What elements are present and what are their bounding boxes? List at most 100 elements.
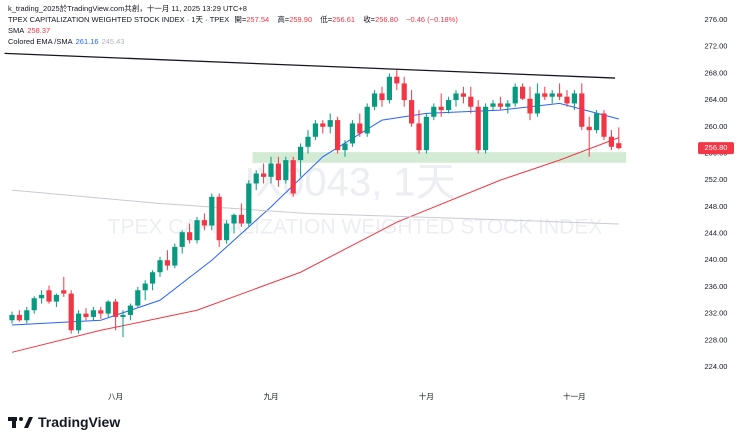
indicator-value: 245.43 <box>101 37 125 46</box>
candle-body <box>386 76 392 101</box>
ohlc-open: 開=257.54 <box>234 15 272 24</box>
candle-body <box>283 160 289 181</box>
candle-body <box>497 103 503 107</box>
trendline <box>4 52 616 79</box>
candle-body <box>446 100 452 111</box>
symbol-row: TPEX CAPITALIZATION WEIGHTED STOCK INDEX… <box>8 14 461 25</box>
candle-body <box>194 220 200 241</box>
candle-body <box>586 126 592 131</box>
candle-body <box>423 116 429 151</box>
candle-body <box>9 314 15 321</box>
candle-body <box>616 143 622 149</box>
candle-body <box>364 106 370 134</box>
brand-name: TradingView <box>38 414 121 430</box>
label: 收= <box>363 15 376 24</box>
watermark-sub: TPEX CAPITALIZATION WEIGHTED STOCK INDEX <box>108 216 603 239</box>
candle-body <box>520 86 526 99</box>
y-tick-label: 236.00 <box>705 282 728 291</box>
candle-body <box>305 136 311 147</box>
value: 256.80 <box>375 15 399 24</box>
candle-body <box>460 93 466 97</box>
candle-body <box>68 293 74 331</box>
candle-body <box>290 160 296 194</box>
candle-body <box>187 232 193 241</box>
candle-body <box>150 272 156 284</box>
credit: k_trading_2025於TradingView.com共創，十一月 11,… <box>8 4 247 13</box>
candle-body <box>120 314 126 317</box>
candle-body <box>431 106 437 117</box>
x-tick-label: 十月 <box>419 391 434 401</box>
candle-body <box>608 136 614 147</box>
candle-body <box>24 310 30 321</box>
credit-row: k_trading_2025於TradingView.com共創，十一月 11,… <box>8 3 461 14</box>
label: 高= <box>277 15 290 24</box>
candle-body <box>564 96 570 104</box>
label: 開= <box>234 15 247 24</box>
y-tick-label: 260.00 <box>705 122 728 131</box>
candle-body <box>401 83 407 101</box>
candle-body <box>327 120 333 127</box>
candle-body <box>46 290 52 302</box>
indicator-value: 258.37 <box>27 26 51 35</box>
candle-body <box>113 301 119 317</box>
candle-body <box>83 313 89 317</box>
candle-body <box>453 93 459 101</box>
candle-body <box>164 260 170 266</box>
brand-logo <box>8 417 33 428</box>
candle-body <box>157 260 163 273</box>
y-tick-label: 232.00 <box>705 309 728 318</box>
candle-body <box>527 98 533 114</box>
support-zone <box>252 152 627 163</box>
y-tick-label: 224.00 <box>705 362 728 371</box>
x-tick-label: 八月 <box>108 392 123 401</box>
y-tick-label: 244.00 <box>705 229 728 238</box>
candle-body <box>53 294 59 302</box>
candle-body <box>105 301 111 314</box>
candle-body <box>549 93 555 97</box>
last-price-tag <box>698 142 734 155</box>
candle-body <box>216 196 222 241</box>
candle-body <box>468 96 474 107</box>
value: 259.90 <box>289 15 313 24</box>
candle-body <box>594 113 600 131</box>
legend: k_trading_2025於TradingView.com共創，十一月 11,… <box>8 3 461 47</box>
candle-body <box>253 173 259 184</box>
candle-body <box>579 93 585 127</box>
candle-body <box>312 123 318 137</box>
ohlc-high: 高=259.90 <box>277 15 315 24</box>
x-tick-label: 十一月 <box>563 391 586 401</box>
candle-body <box>142 283 148 291</box>
candle-body <box>357 123 363 134</box>
candle-body <box>261 173 267 177</box>
candle-body <box>76 313 82 331</box>
symbol: TPEX CAPITALIZATION WEIGHTED STOCK INDEX… <box>8 15 230 24</box>
candle-body <box>409 100 415 124</box>
candle-body <box>601 113 607 137</box>
candle-body <box>231 214 237 224</box>
indicator-name: SMA <box>8 26 25 35</box>
last-price-label: 256.80 <box>705 143 728 152</box>
y-tick-label: 240.00 <box>705 255 728 264</box>
candle-body <box>172 246 178 266</box>
candle-body <box>394 76 400 84</box>
candle-body <box>534 93 540 114</box>
y-tick-label: 272.00 <box>705 42 728 51</box>
candle-body <box>90 310 96 317</box>
indicator-value: 261.16 <box>75 37 99 46</box>
indicator-line <box>11 189 619 225</box>
label: 低= <box>320 15 333 24</box>
candle-body <box>342 143 348 151</box>
indicator-name: Colored EMA /SMA <box>8 37 73 46</box>
candle-body <box>372 93 378 107</box>
indicator-row: Colored EMA /SMA 261.16 245.43 <box>8 36 461 47</box>
candle-body <box>127 305 133 315</box>
candle-body <box>349 123 355 144</box>
candle-body <box>335 120 341 151</box>
candle-body <box>268 163 274 177</box>
candle-body <box>31 298 37 311</box>
candle-body <box>16 314 22 321</box>
candle-body <box>135 290 141 306</box>
candle-body <box>298 146 304 161</box>
indicator-line <box>11 137 619 353</box>
candle-body <box>209 196 215 226</box>
